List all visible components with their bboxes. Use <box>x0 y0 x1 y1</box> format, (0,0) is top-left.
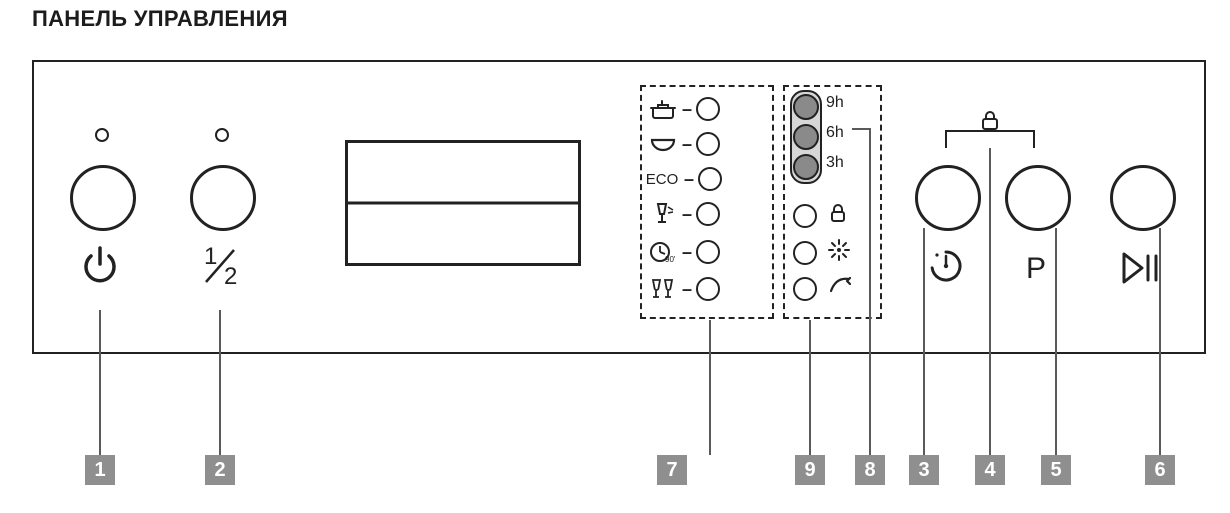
power-icon <box>82 246 118 286</box>
half-load-icon: 1 2 <box>198 246 246 288</box>
callout-4: 4 <box>975 455 1005 485</box>
glasses-icon <box>648 275 678 303</box>
program-button[interactable] <box>1005 165 1071 231</box>
status-row-salt <box>793 275 853 302</box>
power-button[interactable] <box>70 165 136 231</box>
callout-2: 2 <box>205 455 235 485</box>
status-row-rinse <box>793 238 851 267</box>
delay-clock-icon <box>926 246 966 286</box>
half-load-indicator <box>215 128 229 142</box>
program-row-intensive: – <box>648 95 720 123</box>
status-led <box>793 204 817 228</box>
page-title: ПАНЕЛЬ УПРАВЛЕНИЯ <box>32 6 288 32</box>
leader-line-3 <box>923 228 925 455</box>
leader-line-4 <box>989 148 991 455</box>
status-led <box>793 277 817 301</box>
program-row-quick: – <box>648 200 720 228</box>
eco-text-icon: ECO <box>644 165 680 193</box>
pot-icon <box>648 95 678 123</box>
leader-line-6 <box>1159 228 1161 455</box>
leader-line-1 <box>99 310 101 455</box>
callout-3: 3 <box>909 455 939 485</box>
program-led <box>698 167 722 191</box>
glass-quick-icon <box>648 200 678 228</box>
leader-line-2 <box>219 310 221 455</box>
callout-5: 5 <box>1041 455 1071 485</box>
power-indicator <box>95 128 109 142</box>
program-led <box>696 240 720 264</box>
leader-line-9 <box>809 320 811 455</box>
callout-1: 1 <box>85 455 115 485</box>
lock-icon <box>827 202 849 229</box>
program-row-90min: 90' – <box>648 238 720 266</box>
delay-led-6h <box>793 124 819 150</box>
key-lock-icon <box>978 108 1002 132</box>
delay-led-9h <box>793 94 819 120</box>
start-pause-button[interactable] <box>1110 165 1176 231</box>
half-load-button[interactable] <box>190 165 256 231</box>
program-label: P <box>1026 252 1046 286</box>
program-row-eco: ECO – <box>644 165 722 193</box>
callout-8: 8 <box>855 455 885 485</box>
display-screen <box>345 140 581 266</box>
leader-line-5 <box>1055 228 1057 455</box>
delay-label-3h: 3h <box>826 154 844 172</box>
bowl-icon <box>648 130 678 158</box>
program-row-normal: – <box>648 130 720 158</box>
program-led <box>696 97 720 121</box>
delay-button[interactable] <box>915 165 981 231</box>
delay-label-6h: 6h <box>826 124 844 142</box>
program-led <box>696 202 720 226</box>
key-lock-bridge <box>945 130 1035 148</box>
program-row-glass: – <box>648 275 720 303</box>
salt-icon <box>827 275 853 302</box>
callout-9: 9 <box>795 455 825 485</box>
clock-90-icon: 90' <box>648 238 678 266</box>
svg-text:2: 2 <box>224 263 237 288</box>
status-led <box>793 241 817 265</box>
leader-line-8 <box>869 128 871 455</box>
svg-text:90': 90' <box>665 255 676 264</box>
lead-horiz-8 <box>852 128 870 130</box>
program-led <box>696 277 720 301</box>
delay-led-3h <box>793 154 819 180</box>
program-led <box>696 132 720 156</box>
callout-6: 6 <box>1145 455 1175 485</box>
delay-led-pill <box>790 90 822 184</box>
delay-label-9h: 9h <box>826 94 844 112</box>
rinse-aid-icon <box>827 238 851 267</box>
leader-line-7 <box>709 320 711 455</box>
status-row-lock <box>793 202 849 229</box>
svg-text:1: 1 <box>204 246 217 270</box>
start-pause-icon <box>1120 250 1162 286</box>
callout-7: 7 <box>657 455 687 485</box>
